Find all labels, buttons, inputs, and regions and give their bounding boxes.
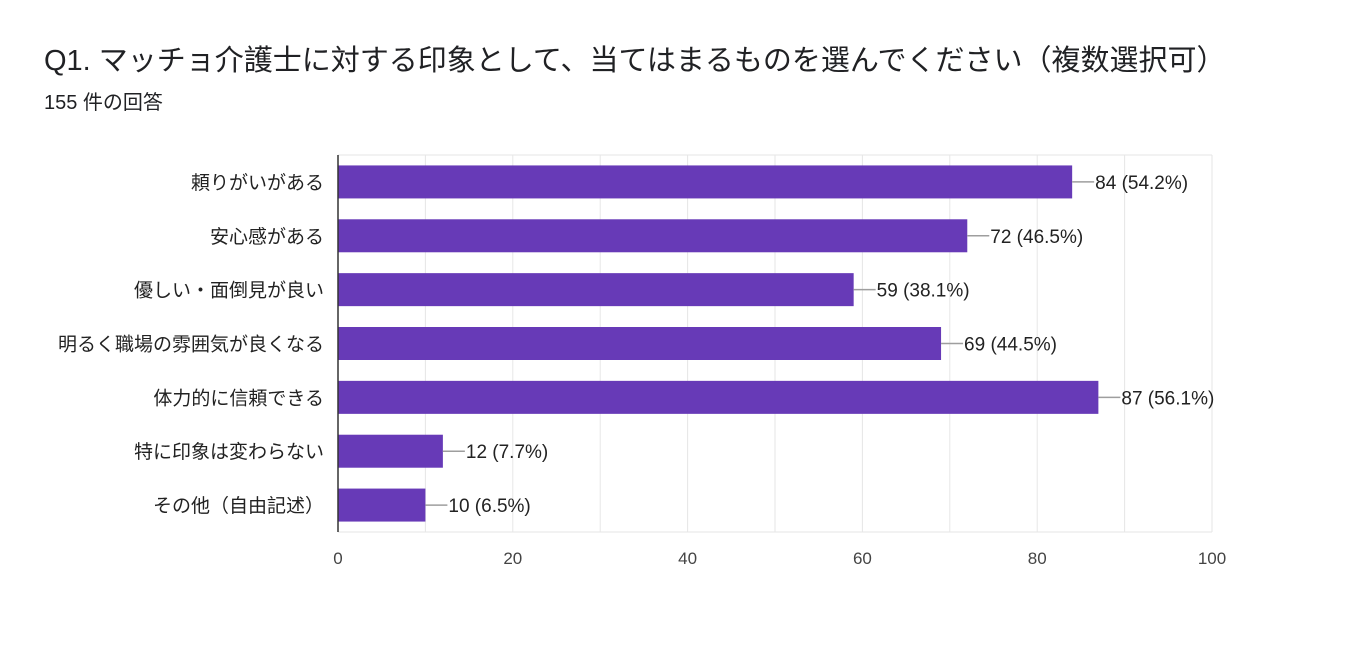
x-tick-label: 40 — [678, 549, 697, 568]
category-label: 頼りがいがある — [191, 172, 324, 194]
chart-title: Q1. マッチョ介護士に対する印象として、当てはまるものを選んでください（複数選… — [44, 45, 1226, 77]
data-label: 69 (44.5%) — [964, 335, 1057, 356]
data-label: 10 (6.5%) — [448, 496, 530, 517]
x-tick-label: 20 — [503, 549, 522, 568]
labels: 0 20 40 60 80 100 頼りがいがある 84 (54.2%) 安心感がある 72 (4… — [58, 172, 1226, 568]
x-tick-label: 60 — [853, 549, 872, 568]
bars — [338, 165, 1099, 522]
category-label: その他（自由記述） — [153, 495, 324, 517]
x-tick-label: 0 — [333, 549, 342, 568]
x-tick-label: 80 — [1028, 549, 1047, 568]
bar — [338, 165, 1073, 199]
category-label: 安心感がある — [210, 226, 324, 248]
bar — [338, 488, 426, 522]
category-label: 体力的に信頼できる — [153, 387, 324, 409]
data-label: 12 (7.7%) — [466, 442, 548, 463]
bar — [338, 219, 968, 253]
bar — [338, 380, 1099, 414]
category-label: 優しい・面倒見が良い — [134, 280, 324, 302]
x-tick-label: 100 — [1198, 549, 1226, 568]
bar — [338, 327, 942, 360]
category-label: 特に印象は変わらない — [134, 441, 324, 463]
data-label: 84 (54.2%) — [1095, 173, 1188, 194]
data-label: 72 (46.5%) — [990, 227, 1083, 248]
data-label: 59 (38.1%) — [877, 281, 970, 302]
category-label: 明るく職場の雰囲気が良くなる — [58, 334, 324, 356]
data-label: 87 (56.1%) — [1121, 388, 1214, 409]
bar — [338, 434, 443, 468]
response-count: 155 件の回答 — [44, 92, 163, 114]
bar — [338, 273, 854, 307]
